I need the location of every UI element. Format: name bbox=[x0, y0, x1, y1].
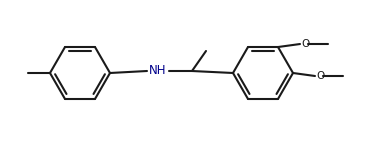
Text: NH: NH bbox=[149, 64, 167, 78]
Text: O: O bbox=[301, 39, 309, 49]
Text: O: O bbox=[316, 71, 324, 81]
